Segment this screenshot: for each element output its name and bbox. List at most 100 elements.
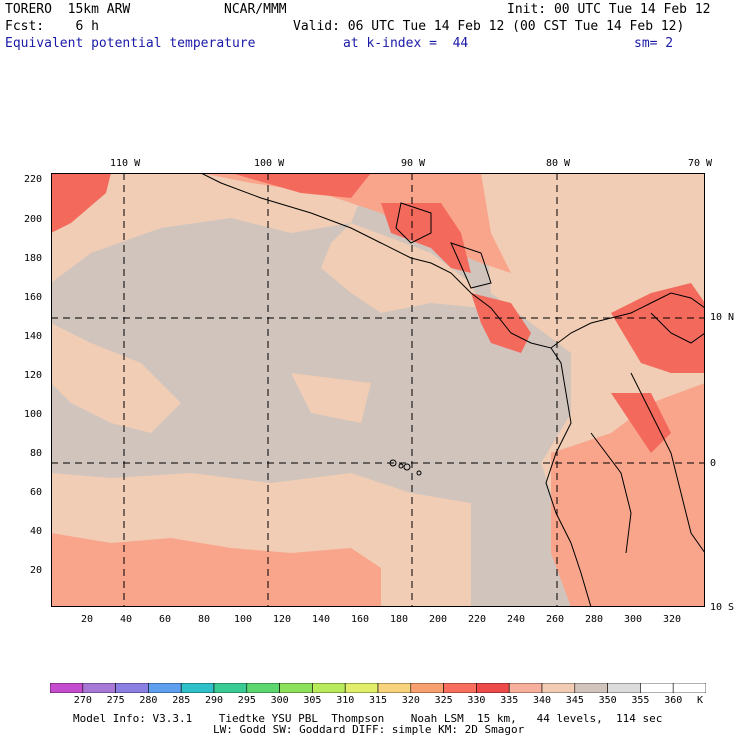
colorbar-swatch: [50, 683, 84, 693]
x-label: 40: [120, 614, 133, 625]
coastlines: [200, 173, 705, 607]
colorbar-tick-label: 345: [565, 695, 584, 706]
colorbar-tick-label: 325: [434, 695, 453, 706]
lon-label-100w: 100 W: [254, 158, 285, 169]
y-label: 60: [30, 487, 43, 498]
hot-region-east: [611, 283, 705, 373]
theta-e-map: [51, 173, 705, 607]
lat-label-10s: 10 S: [710, 602, 735, 613]
colorbar-unit: K: [697, 695, 704, 706]
colorbar-tick-label: 305: [303, 695, 322, 706]
colorbar-swatch: [148, 683, 182, 693]
lat-label-0: 0: [710, 458, 717, 469]
colorbar-swatch: [344, 683, 379, 693]
field-name: Equivalent potential temperature: [5, 36, 256, 51]
hot-region-southeast: [611, 393, 671, 453]
lon-label-90w: 90 W: [401, 158, 426, 169]
colorbar-swatch: [213, 683, 248, 693]
colorbar-swatch: [377, 683, 412, 693]
colorbar-tick-label: 270: [73, 695, 92, 706]
x-label: 20: [81, 614, 94, 625]
colorbar-tick-label: 295: [237, 695, 256, 706]
x-label: 60: [159, 614, 172, 625]
lat-label-10n: 10 N: [710, 312, 735, 323]
colorbar-swatch: [508, 683, 543, 693]
colorbar-tick-label: 320: [401, 695, 420, 706]
x-label: 180: [390, 614, 409, 625]
colorbar: [50, 683, 706, 693]
x-label: 240: [507, 614, 526, 625]
light-band-north: [321, 223, 481, 313]
colorbar-tick-label: 340: [533, 695, 552, 706]
light-band-northwest: [51, 173, 371, 283]
colorbar-tick-label: 330: [467, 695, 486, 706]
model-title: TORERO 15km ARW: [5, 2, 131, 17]
colorbar-swatch: [180, 683, 215, 693]
salmon-region-southeast: [551, 383, 705, 607]
y-label: 40: [30, 526, 43, 537]
hot-region-central: [471, 293, 531, 353]
y-label: 80: [30, 448, 43, 459]
colorbar-swatch: [279, 683, 313, 693]
colorbar-tick-label: 275: [106, 695, 125, 706]
x-label: 120: [273, 614, 292, 625]
colorbar-tick-label: 350: [598, 695, 617, 706]
hot-region-northcenter: [381, 203, 471, 273]
salmon-region-north: [201, 173, 511, 273]
physics-info: LW: Godd SW: Goddard DIFF: simple KM: 2D…: [213, 723, 525, 736]
x-label: 100: [234, 614, 253, 625]
y-label: 180: [24, 253, 43, 264]
x-label: 80: [198, 614, 211, 625]
hot-region-north: [231, 173, 371, 198]
forecast-hour: Fcst: 6 h: [5, 19, 99, 34]
colorbar-tick-label: 315: [369, 695, 388, 706]
colorbar-tick-label: 335: [500, 695, 519, 706]
x-label: 140: [312, 614, 331, 625]
light-band-west: [51, 323, 181, 433]
y-label: 200: [24, 214, 43, 225]
x-label: 300: [624, 614, 643, 625]
colorbar-swatch: [115, 683, 149, 693]
x-label: 200: [429, 614, 448, 625]
smoothing-label: sm= 2: [634, 36, 674, 51]
colorbar-swatch: [82, 683, 116, 693]
colorbar-tick-label: 360: [664, 695, 683, 706]
lon-label-110w: 110 W: [110, 158, 141, 169]
colorbar-tick-label: 355: [631, 695, 650, 706]
lon-label-80w: 80 W: [546, 158, 571, 169]
colorbar-swatch: [672, 683, 706, 693]
colorbar-tick-label: 280: [139, 695, 158, 706]
y-label: 140: [24, 331, 43, 342]
colorbar-swatch: [574, 683, 608, 693]
x-label: 280: [585, 614, 604, 625]
colorbar-swatch: [246, 683, 280, 693]
colorbar-swatch: [476, 683, 510, 693]
y-label: 120: [24, 370, 43, 381]
colorbar-tick-label: 285: [172, 695, 191, 706]
lon-label-70w: 70 W: [688, 158, 713, 169]
model-info: Model Info: V3.3.1 Tiedtke YSU PBL Thomp…: [73, 712, 663, 725]
colorbar-swatch: [443, 683, 477, 693]
colorbar-tick-label: 290: [205, 695, 224, 706]
init-time: Init: 00 UTC Tue 14 Feb 12: [507, 2, 711, 17]
colorbar-swatch: [607, 683, 641, 693]
y-label: 160: [24, 292, 43, 303]
graticule: [51, 173, 705, 607]
colorbar-tick-label: 310: [336, 695, 355, 706]
colorbar-swatch: [541, 683, 576, 693]
light-band-mid: [291, 373, 371, 423]
y-label: 220: [24, 174, 43, 185]
colorbar-swatch: [640, 683, 674, 693]
salmon-band-southwest: [51, 533, 381, 607]
colorbar-swatch: [312, 683, 346, 693]
org-label: NCAR/MMM: [224, 2, 287, 17]
x-label: 320: [663, 614, 682, 625]
colorbar-tick-label: 300: [270, 695, 289, 706]
x-label: 220: [468, 614, 487, 625]
valid-time: Valid: 06 UTC Tue 14 Feb 12 (00 CST Tue …: [293, 19, 685, 34]
y-label: 20: [30, 565, 43, 576]
x-label: 160: [351, 614, 370, 625]
hot-region-northwest: [51, 173, 111, 233]
level-label: at k-index = 44: [343, 36, 469, 51]
y-label: 100: [24, 409, 43, 420]
